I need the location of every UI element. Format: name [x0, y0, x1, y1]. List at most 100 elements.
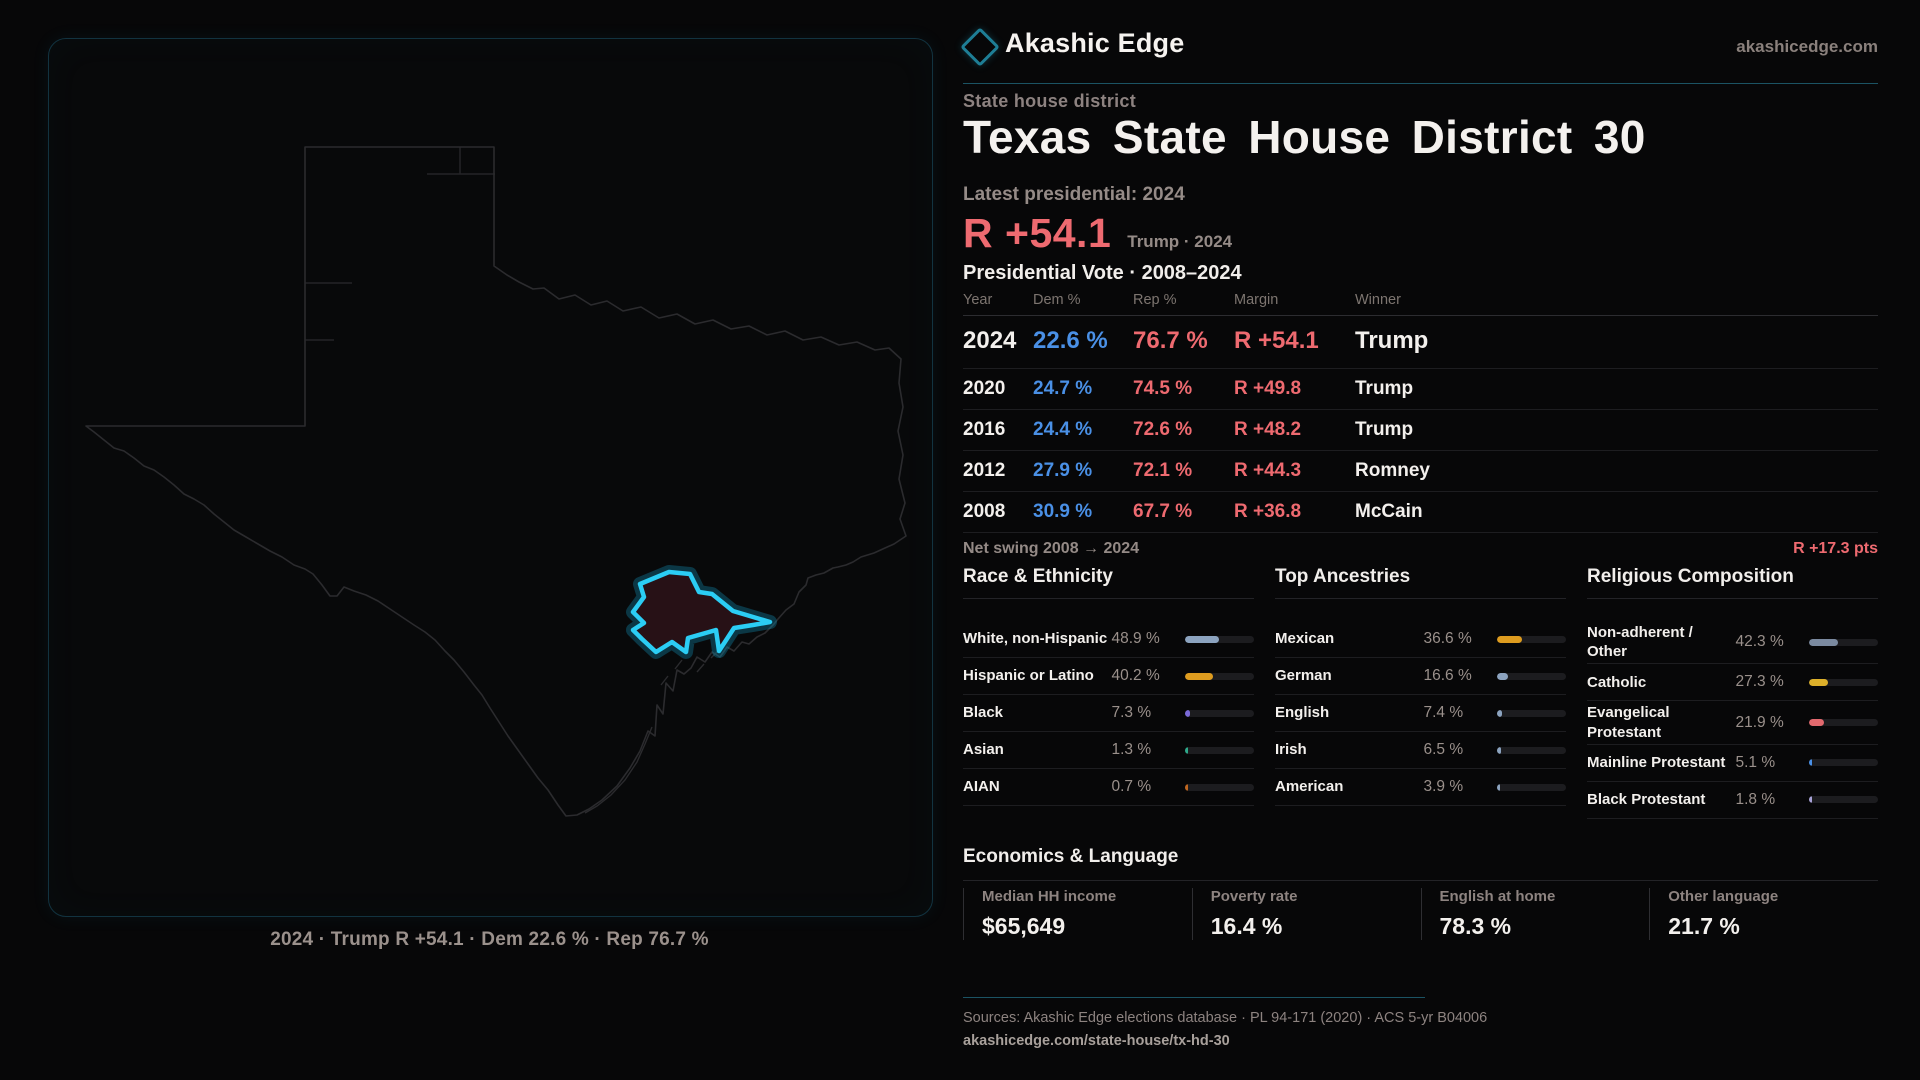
table-cell: 2020	[963, 378, 1006, 399]
demo-bar-fill	[1808, 796, 1812, 804]
demo-row: Non-adherent / Other 42.3 %	[1587, 621, 1878, 665]
demo-row: Mexican 36.6 %	[1275, 621, 1566, 658]
brand-header: Akashic Edge akashicedge.com	[960, 27, 1878, 68]
latest-margin-value: R +54.1	[963, 210, 1112, 256]
latest-presidential-label: Latest presidential: 2024	[963, 184, 1185, 205]
table-cell: 24.4 %	[1033, 419, 1093, 440]
demo-row: Catholic 27.3 %	[1587, 664, 1878, 702]
demo-label: English	[1275, 704, 1330, 722]
stat-block: English at home 78.3 %	[1420, 888, 1650, 940]
net-swing-value: R +17.3 pts	[1793, 540, 1878, 557]
demo-value: 6.5 %	[1423, 741, 1464, 758]
latest-margin-context: Trump · 2024	[1127, 232, 1233, 251]
table-cell: 2016	[963, 419, 1006, 440]
demo-bar-fill	[1184, 783, 1188, 791]
district-kicker: State house district	[963, 91, 1137, 111]
state-map-panel	[48, 38, 933, 917]
page-title: Texas State House District 30	[963, 111, 1646, 163]
demo-label: Catholic	[1587, 673, 1647, 691]
demo-label: Evangelical Protestant	[1587, 704, 1670, 741]
stat-label: English at home	[1439, 888, 1556, 905]
stat-value: 21.7 %	[1668, 913, 1740, 939]
demo-row: AIAN 0.7 %	[963, 769, 1254, 806]
table-cell: R +36.8	[1234, 501, 1302, 522]
vote-table-title: Presidential Vote · 2008–2024	[963, 262, 1242, 284]
permalink[interactable]: akashicedge.com/state-house/tx-hd-30	[963, 1033, 1230, 1049]
demo-bar-track	[1184, 672, 1254, 680]
table-cell: McCain	[1355, 501, 1423, 522]
table-column-header: Dem %	[1033, 292, 1081, 308]
demo-label: Mainline Protestant	[1587, 754, 1726, 772]
demo-row: Black 7.3 %	[963, 695, 1254, 732]
pv-table-body: 2024 22.6 % 76.7 % R +54.1 Trump 2020 24.7 % 74…	[963, 316, 1878, 533]
demo-value: 5.1 %	[1735, 753, 1776, 771]
demo-bar-track	[1496, 746, 1566, 754]
demo-label: Mexican	[1275, 630, 1335, 648]
demo-bar-track	[1184, 783, 1254, 791]
demo-bar-fill	[1184, 746, 1188, 754]
demo-value: 21.9 %	[1735, 713, 1784, 731]
net-swing-row: Net swing 2008 → 2024 R +17.3 pts	[963, 540, 1878, 558]
table-column-header: Rep %	[1133, 292, 1177, 308]
net-swing-label: Net swing 2008 → 2024	[963, 540, 1140, 557]
demo-column-heading: Race & Ethnicity	[963, 566, 1254, 599]
demo-bar-track	[1496, 672, 1566, 680]
table-cell: Trump	[1355, 419, 1414, 440]
demo-row: White, non-Hispanic 48.9 %	[963, 621, 1254, 658]
demo-bar-track	[1808, 796, 1878, 804]
demo-label: Hispanic or Latino	[963, 667, 1094, 685]
sources-line: Sources: Akashic Edge elections database…	[963, 1010, 1488, 1026]
demo-bar-fill	[1184, 672, 1213, 680]
brand-domain-link[interactable]: akashicedge.com	[1736, 37, 1878, 56]
district-shape[interactable]	[630, 569, 773, 655]
demo-bar-track	[1808, 719, 1878, 727]
table-cell: 24.7 %	[1033, 378, 1093, 399]
demo-bar-fill	[1808, 678, 1828, 686]
neighbor-borders	[305, 147, 495, 341]
demo-bar-fill	[1808, 759, 1813, 767]
stat-label: Other language	[1668, 888, 1779, 905]
demo-value: 40.2 %	[1111, 667, 1160, 684]
table-header-row: Year Dem % Rep % Margin Winner	[963, 292, 1878, 316]
demo-bar-fill	[1496, 783, 1500, 791]
demo-bar-track	[1496, 709, 1566, 717]
demo-bar-fill	[1496, 746, 1502, 754]
economics-heading: Economics & Language	[963, 846, 1878, 881]
demo-row: Mainline Protestant 5.1 %	[1587, 745, 1878, 782]
demo-bar-fill	[1184, 635, 1219, 643]
demo-value: 0.7 %	[1111, 778, 1152, 795]
demo-bar-fill	[1184, 709, 1190, 717]
demo-row: American 3.9 %	[1275, 769, 1566, 806]
table-row: 2008 30.9 % 67.7 % R +36.8 McCain	[963, 492, 1878, 533]
demo-value: 48.9 %	[1111, 630, 1160, 647]
demo-label: Non-adherent / Other	[1587, 624, 1693, 661]
demo-row: German 16.6 %	[1275, 658, 1566, 695]
demo-value: 1.8 %	[1735, 790, 1776, 808]
latest-margin-row: R +54.1 Trump · 2024	[963, 210, 1232, 257]
table-cell: Trump	[1355, 327, 1429, 354]
demo-value: 7.4 %	[1423, 704, 1464, 721]
stat-label: Median HH income	[982, 888, 1117, 905]
demo-label: Asian	[963, 741, 1004, 759]
table-cell: Trump	[1355, 378, 1414, 399]
table-column-header: Margin	[1234, 292, 1279, 308]
table-column-header: Winner	[1355, 292, 1401, 308]
demo-bar-track	[1808, 678, 1878, 686]
demo-value: 7.3 %	[1111, 704, 1152, 721]
demo-bar-track	[1808, 759, 1878, 767]
demo-label: German	[1275, 667, 1332, 685]
demo-label: AIAN	[963, 778, 1000, 796]
table-cell: 72.1 %	[1133, 460, 1193, 481]
brand-diamond-icon	[960, 27, 1000, 67]
demo-rows: Mexican 36.6 % German 16.6 % English 7.4 % Iri…	[1275, 599, 1566, 806]
demo-label: Black	[963, 704, 1004, 722]
stat-value: $65,649	[982, 913, 1066, 939]
demo-bar-fill	[1496, 635, 1523, 643]
table-cell: 74.5 %	[1133, 378, 1193, 399]
demo-value: 42.3 %	[1735, 633, 1784, 651]
table-cell: 2012	[963, 460, 1006, 481]
demo-column-heading: Top Ancestries	[1275, 566, 1566, 599]
demo-column: Top Ancestries Mexican 36.6 % German 16.6 % E…	[1275, 566, 1566, 819]
demo-column: Religious Composition Non-adherent / Othe…	[1587, 566, 1878, 819]
